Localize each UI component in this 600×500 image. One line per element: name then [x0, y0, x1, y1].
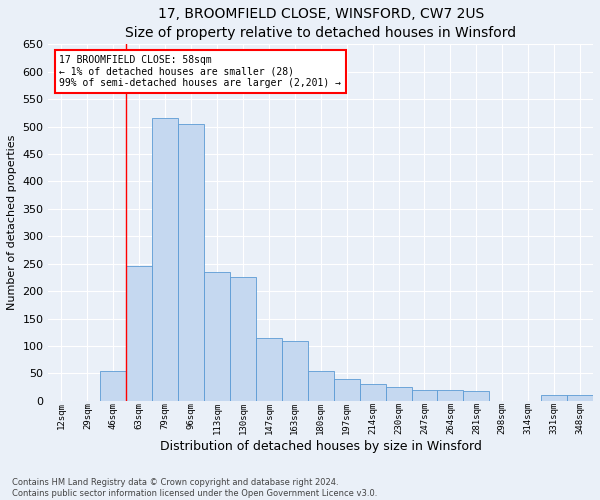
Bar [230, 278, 256, 401]
Bar [256, 338, 282, 401]
Bar [412, 390, 437, 401]
Bar [178, 124, 204, 401]
Bar [282, 340, 308, 401]
Bar [359, 384, 386, 401]
Text: Contains HM Land Registry data © Crown copyright and database right 2024.
Contai: Contains HM Land Registry data © Crown c… [12, 478, 377, 498]
Bar [567, 396, 593, 401]
Bar [463, 391, 490, 401]
Y-axis label: Number of detached properties: Number of detached properties [7, 135, 17, 310]
Title: 17, BROOMFIELD CLOSE, WINSFORD, CW7 2US
Size of property relative to detached ho: 17, BROOMFIELD CLOSE, WINSFORD, CW7 2US … [125, 7, 517, 40]
Bar [437, 390, 463, 401]
Bar [100, 370, 126, 401]
Bar [308, 370, 334, 401]
Bar [126, 266, 152, 401]
Bar [541, 396, 567, 401]
Text: 17 BROOMFIELD CLOSE: 58sqm
← 1% of detached houses are smaller (28)
99% of semi-: 17 BROOMFIELD CLOSE: 58sqm ← 1% of detac… [59, 55, 341, 88]
Bar [152, 118, 178, 401]
X-axis label: Distribution of detached houses by size in Winsford: Distribution of detached houses by size … [160, 440, 482, 453]
Bar [334, 379, 359, 401]
Bar [204, 272, 230, 401]
Bar [386, 387, 412, 401]
